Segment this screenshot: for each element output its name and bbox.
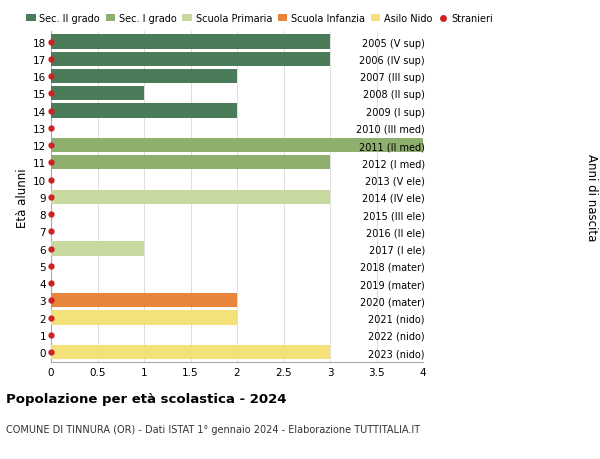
- Text: COMUNE DI TINNURA (OR) - Dati ISTAT 1° gennaio 2024 - Elaborazione TUTTITALIA.IT: COMUNE DI TINNURA (OR) - Dati ISTAT 1° g…: [6, 425, 420, 435]
- Bar: [51, 87, 144, 101]
- Bar: [51, 70, 237, 84]
- Bar: [51, 345, 330, 359]
- Bar: [51, 190, 330, 204]
- Y-axis label: Età alunni: Età alunni: [16, 168, 29, 227]
- Bar: [51, 104, 237, 118]
- Bar: [51, 156, 330, 170]
- Bar: [51, 35, 330, 50]
- Legend: Sec. II grado, Sec. I grado, Scuola Primaria, Scuola Infanzia, Asilo Nido, Stran: Sec. II grado, Sec. I grado, Scuola Prim…: [26, 14, 493, 24]
- Bar: [51, 139, 423, 153]
- Bar: [51, 294, 237, 308]
- Bar: [51, 242, 144, 256]
- Bar: [51, 311, 237, 325]
- Bar: [51, 53, 330, 67]
- Text: Popolazione per età scolastica - 2024: Popolazione per età scolastica - 2024: [6, 392, 287, 405]
- Text: Anni di nascita: Anni di nascita: [584, 154, 598, 241]
